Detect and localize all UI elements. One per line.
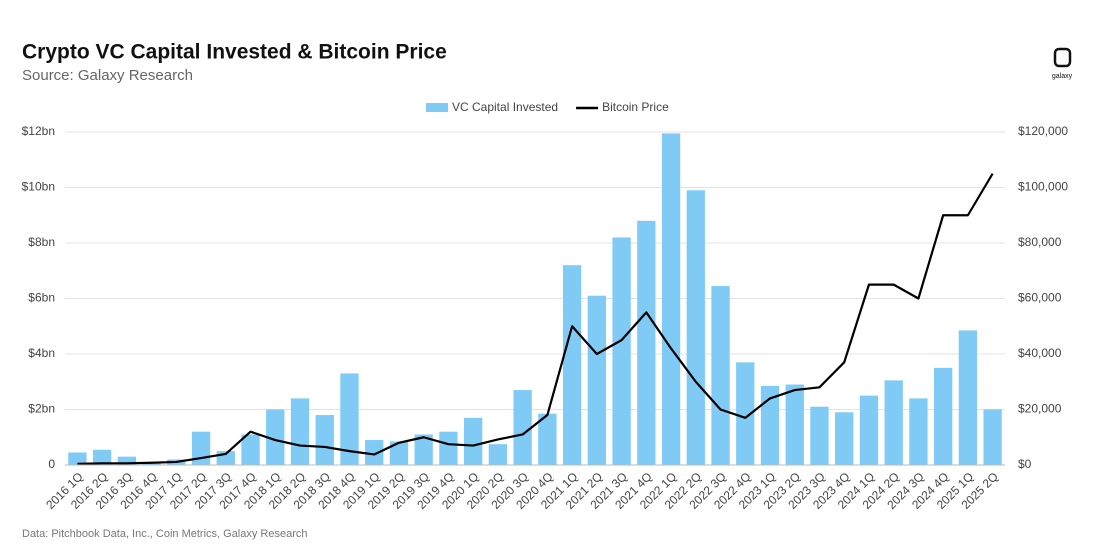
y2-tick-label: $120,000 [1018, 124, 1068, 138]
bar [266, 409, 285, 465]
y-tick-label: $8bn [28, 235, 55, 249]
bar [909, 398, 928, 465]
y2-tick-label: $0 [1018, 457, 1032, 471]
y-tick-label: $2bn [28, 402, 55, 416]
bar [612, 237, 631, 465]
legend-label: Bitcoin Price [602, 100, 669, 114]
chart-subtitle: Source: Galaxy Research [22, 67, 193, 84]
bar [389, 441, 409, 465]
bar [315, 415, 334, 465]
bar [488, 444, 508, 465]
bar [785, 384, 804, 465]
logo-icon [1053, 47, 1072, 68]
bar [117, 456, 136, 465]
y-tick-label: 0 [48, 457, 55, 471]
bar [538, 413, 557, 465]
bar [711, 286, 730, 465]
bar [983, 409, 1002, 465]
bar [958, 330, 978, 465]
bar [760, 385, 780, 465]
y2-tick-label: $80,000 [1018, 235, 1062, 249]
y2-tick-label: $60,000 [1018, 291, 1062, 305]
y2-tick-label: $40,000 [1018, 346, 1062, 360]
bar [241, 434, 260, 465]
bar [884, 380, 903, 465]
bar [686, 190, 705, 465]
bar [661, 133, 681, 465]
legend-label: VC Capital Invested [452, 100, 558, 114]
bar [464, 417, 483, 465]
line [77, 173, 994, 465]
y-tick-label: $10bn [22, 180, 55, 194]
y-tick-label: $4bn [28, 346, 55, 360]
bar [513, 390, 532, 465]
bar [859, 395, 879, 465]
bar [68, 452, 87, 465]
bar [562, 265, 582, 465]
legend: VC Capital Invested Bitcoin Price [426, 100, 669, 114]
bar [637, 220, 656, 465]
chart-title: Crypto VC Capital Invested & Bitcoin Pri… [22, 41, 447, 64]
bar [934, 367, 953, 465]
bar [92, 449, 112, 465]
logo: galaxy [1052, 47, 1073, 80]
y-tick-label: $6bn [28, 291, 55, 305]
bar [439, 431, 458, 465]
bar [142, 463, 161, 465]
bar [587, 295, 606, 465]
y-tick-label: $12bn [22, 124, 55, 138]
bar [810, 406, 829, 465]
y2-tick-label: $100,000 [1018, 180, 1068, 194]
legend-swatch [426, 103, 448, 112]
bar [414, 434, 433, 465]
bar [736, 362, 755, 465]
logo-text: galaxy [1052, 73, 1073, 80]
bar [340, 373, 359, 465]
bar [290, 398, 310, 465]
y2-tick-label: $20,000 [1018, 402, 1062, 416]
bar [365, 440, 384, 465]
bar [835, 412, 854, 465]
source-note: Data: Pitchbook Data, Inc., Coin Metrics… [22, 528, 308, 540]
